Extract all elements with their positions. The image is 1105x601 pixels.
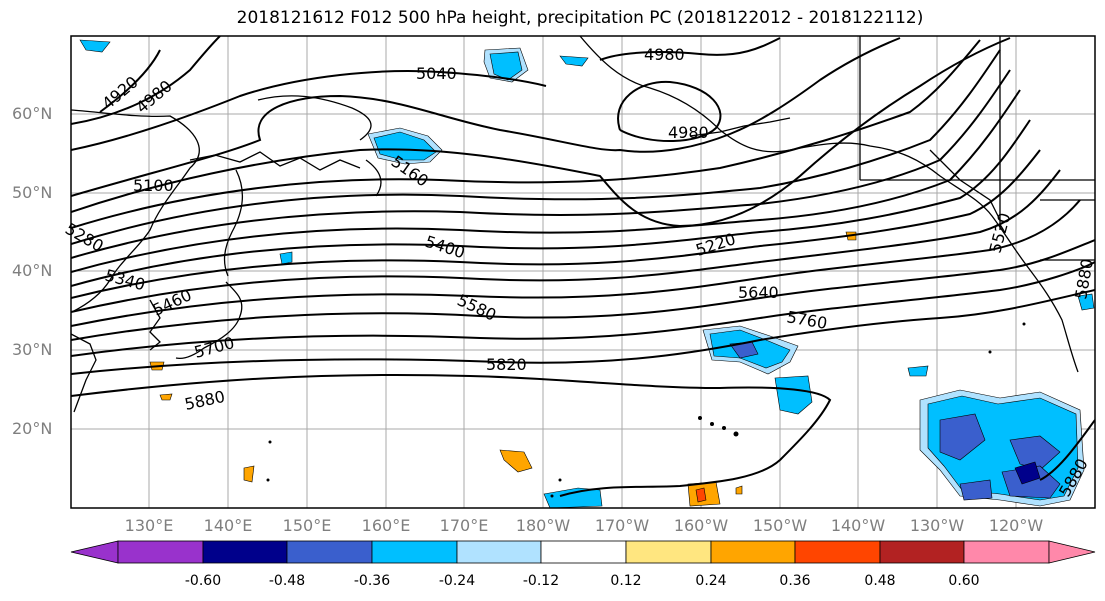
colorbar-tick-label: 0.36 bbox=[779, 573, 811, 589]
colorbar-tick-label: 0.12 bbox=[610, 573, 642, 589]
colorbar-tick-label: -0.36 bbox=[353, 573, 391, 589]
lon-label: 150°W bbox=[752, 516, 808, 535]
height-contours bbox=[71, 36, 1095, 497]
lon-label: 140°E bbox=[203, 516, 253, 535]
colorbar-tick-label: 0.24 bbox=[695, 573, 727, 589]
colorbar-tick-label: 0.60 bbox=[948, 573, 980, 589]
colorbar bbox=[70, 540, 1096, 564]
lon-label: 160°W bbox=[673, 516, 729, 535]
lat-label: 50°N bbox=[12, 183, 53, 202]
contour-label: 5040 bbox=[416, 64, 457, 83]
colorbar-extend-low bbox=[70, 540, 119, 564]
precip-shading bbox=[79, 39, 1095, 508]
islands bbox=[266, 322, 1026, 498]
lon-label: 120°W bbox=[988, 516, 1044, 535]
lon-label: 130°E bbox=[124, 516, 174, 535]
colorbar-tick-label: -0.24 bbox=[438, 573, 476, 589]
contour-label: 5640 bbox=[738, 283, 779, 302]
lon-label: 170°E bbox=[439, 516, 489, 535]
lon-label: 160°E bbox=[361, 516, 411, 535]
map-frame bbox=[70, 35, 1096, 509]
colorbar-tick-label: 0.48 bbox=[864, 573, 896, 589]
lat-label: 30°N bbox=[12, 340, 53, 359]
lon-label: 180°W bbox=[515, 516, 571, 535]
coastlines bbox=[71, 36, 1095, 413]
contour-label: 4980 bbox=[668, 123, 709, 142]
lat-label: 20°N bbox=[12, 419, 53, 438]
contour-label: 5100 bbox=[133, 176, 174, 195]
contour-label: 5820 bbox=[486, 355, 527, 374]
colorbar-extend-high bbox=[1048, 540, 1096, 564]
contour-label: 4980 bbox=[644, 45, 685, 64]
lon-label: 130°W bbox=[909, 516, 965, 535]
lat-label: 40°N bbox=[12, 261, 53, 280]
lon-label: 170°W bbox=[594, 516, 650, 535]
colorbar-tick-label: -0.12 bbox=[522, 573, 560, 589]
lon-label: 150°E bbox=[282, 516, 332, 535]
lon-label: 140°W bbox=[830, 516, 886, 535]
map-title: 2018121612 F012 500 hPa height, precipit… bbox=[236, 8, 924, 28]
colorbar-tick-label: -0.60 bbox=[184, 573, 222, 589]
graticule bbox=[71, 36, 1095, 508]
colorbar-tick-label: -0.48 bbox=[268, 573, 306, 589]
lat-label: 60°N bbox=[12, 104, 53, 123]
